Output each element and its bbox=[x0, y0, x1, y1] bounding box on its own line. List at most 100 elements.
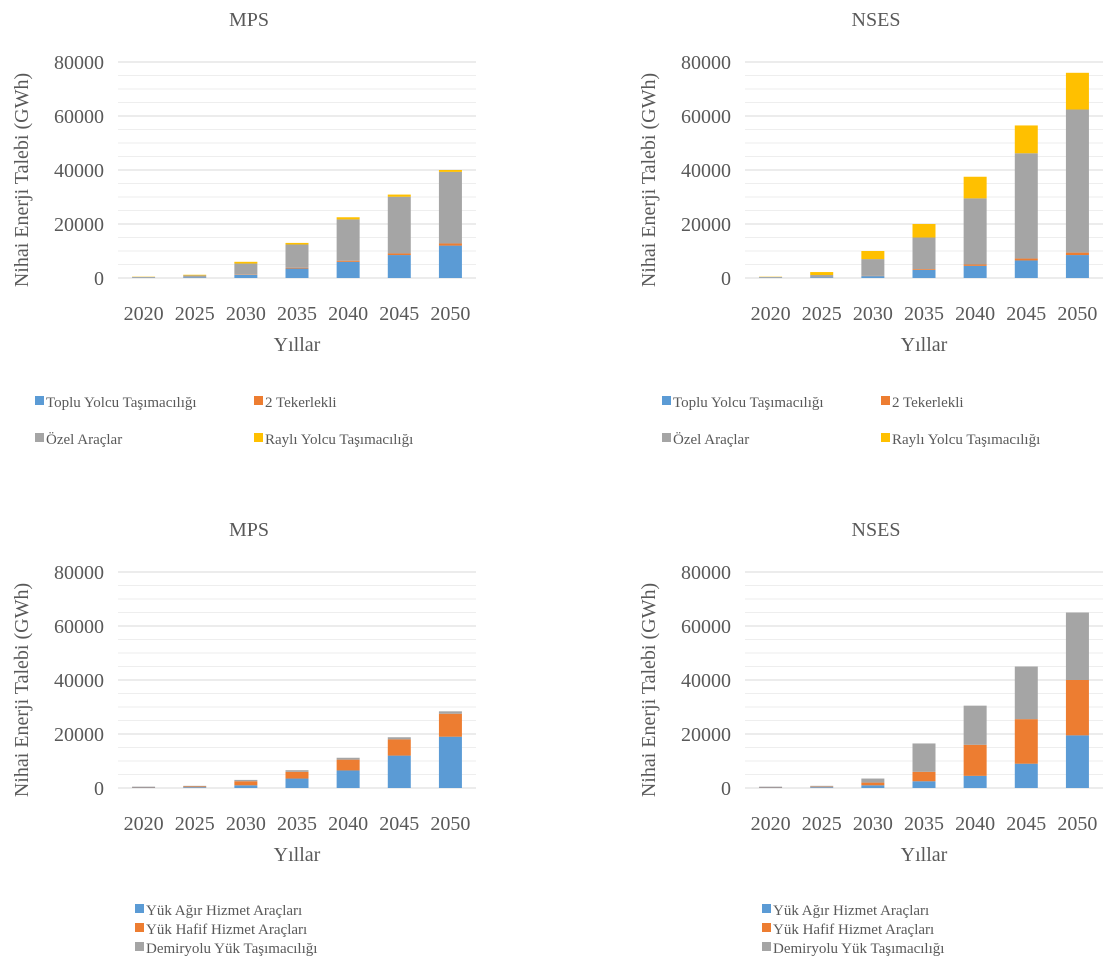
y-tick-label: 40000 bbox=[681, 160, 731, 182]
legend-label: Toplu Yolcu Taşımacılığı bbox=[673, 395, 824, 411]
bar-segment-4 bbox=[438, 170, 462, 172]
bar-segment-3 bbox=[387, 737, 411, 740]
legend-label: Raylı Yolcu Taşımacılığı bbox=[265, 432, 413, 448]
x-tick-label: 2035 bbox=[904, 813, 944, 835]
x-tick-label: 2045 bbox=[1006, 303, 1046, 325]
y-tick-label: 40000 bbox=[54, 670, 104, 692]
bar-segment-2 bbox=[285, 771, 309, 779]
x-tick-label: 2035 bbox=[277, 813, 317, 835]
y-tick-label: 20000 bbox=[681, 724, 731, 746]
bar-segment-4 bbox=[285, 242, 309, 245]
bar-segment-1 bbox=[234, 785, 258, 788]
bar-segment-4 bbox=[1065, 72, 1089, 110]
y-tick-label: 60000 bbox=[54, 106, 104, 128]
bar-segment-3 bbox=[438, 171, 462, 244]
bar-segment-1 bbox=[438, 736, 462, 788]
bar-segment-1 bbox=[183, 787, 207, 788]
bar-segment-1 bbox=[336, 261, 360, 278]
y-tick-label: 0 bbox=[721, 778, 731, 800]
legend-label: Özel Araçlar bbox=[673, 431, 749, 448]
bar-segment-3 bbox=[1065, 109, 1089, 253]
bar-segment-3 bbox=[912, 237, 936, 270]
bar-segment-3 bbox=[861, 778, 885, 783]
bar-segment-2 bbox=[1014, 719, 1038, 764]
chart-panel-3: MPS 0 20000 40000 60000 80000 Nihai Enerji Tal… bbox=[11, 519, 476, 957]
legend-swatch bbox=[135, 923, 144, 932]
x-tick-label: 2040 bbox=[328, 813, 368, 835]
bar-segment-3 bbox=[963, 705, 987, 745]
bar-segment-4 bbox=[861, 251, 885, 260]
y-tick-label: 60000 bbox=[681, 106, 731, 128]
y-tick-label: 20000 bbox=[681, 214, 731, 236]
x-tick-label: 2030 bbox=[226, 813, 266, 835]
y-tick-label: 0 bbox=[94, 268, 104, 290]
legend: Toplu Yolcu Taşımacılığı 2 Tekerlekli Özel… bbox=[35, 395, 413, 448]
x-tick-label: 2050 bbox=[1057, 303, 1097, 325]
legend-label: Yük Ağır Hizmet Araçları bbox=[146, 903, 302, 919]
x-tick-label: 2020 bbox=[751, 813, 791, 835]
bar-segment-1 bbox=[285, 268, 309, 278]
x-tick-label: 2050 bbox=[430, 303, 470, 325]
legend-swatch bbox=[762, 923, 771, 932]
bar-segment-2 bbox=[285, 267, 309, 269]
legend-label: Yük Hafif Hizmet Araçları bbox=[773, 922, 934, 938]
chart-panel-4: NSES 0 20000 40000 60000 80000 Nihai Enerji Ta… bbox=[638, 519, 1103, 957]
x-tick-label: 2045 bbox=[379, 303, 419, 325]
legend-swatch bbox=[881, 433, 890, 442]
bar-segment-1 bbox=[810, 787, 834, 788]
y-axis-label: Nihai Enerji Talebi (GWh) bbox=[11, 73, 33, 287]
bar-segment-2 bbox=[1065, 680, 1089, 736]
bar-segment-3 bbox=[183, 785, 207, 787]
bar-segment-3 bbox=[183, 275, 207, 278]
bar-segment-1 bbox=[963, 775, 987, 788]
bar-segment-4 bbox=[336, 217, 360, 220]
bar-segment-2 bbox=[1065, 252, 1089, 256]
x-tick-label: 2050 bbox=[430, 813, 470, 835]
legend-label: Toplu Yolcu Taşımacılığı bbox=[46, 395, 197, 411]
bar-segment-2 bbox=[912, 269, 936, 270]
chart-title: MPS bbox=[229, 9, 269, 31]
bar-segment-3 bbox=[285, 244, 309, 268]
legend-label: Yük Hafif Hizmet Araçları bbox=[146, 922, 307, 938]
y-tick-label: 0 bbox=[94, 778, 104, 800]
bar-segment-1 bbox=[861, 785, 885, 788]
bar-segment-1 bbox=[183, 277, 207, 278]
legend-label: Özel Araçlar bbox=[46, 431, 122, 448]
bar-segment-2 bbox=[861, 782, 885, 786]
y-tick-label: 80000 bbox=[54, 562, 104, 584]
bar-segment-3 bbox=[438, 711, 462, 714]
bar-segment-3 bbox=[912, 743, 936, 772]
bar-segment-2 bbox=[963, 264, 987, 266]
x-axis-label: Yıllar bbox=[274, 334, 321, 356]
bar-segment-3 bbox=[234, 779, 258, 782]
x-axis-label: Yıllar bbox=[274, 844, 321, 866]
x-tick-label: 2050 bbox=[1057, 813, 1097, 835]
chart-title: MPS bbox=[229, 519, 269, 541]
bar-segment-1 bbox=[132, 787, 156, 788]
bar-segment-2 bbox=[387, 253, 411, 256]
bar-segment-2 bbox=[1014, 258, 1038, 261]
bar-segment-1 bbox=[336, 770, 360, 788]
chart-panel-1: MPS 0 20000 40000 60000 80000 Nihai Enerji Tal… bbox=[11, 9, 476, 448]
bar-segment-1 bbox=[1014, 260, 1038, 278]
bar-segment-2 bbox=[234, 781, 258, 786]
bar-segment-1 bbox=[1065, 255, 1089, 278]
x-tick-label: 2030 bbox=[226, 303, 266, 325]
x-axis-label: Yıllar bbox=[901, 334, 948, 356]
x-tick-label: 2025 bbox=[175, 813, 215, 835]
legend-swatch bbox=[35, 433, 44, 442]
bar-segment-3 bbox=[336, 757, 360, 760]
bar-segment-1 bbox=[861, 276, 885, 278]
legend-swatch bbox=[254, 433, 263, 442]
bar-segment-1 bbox=[963, 265, 987, 278]
chart-panel-2: NSES 0 20000 40000 60000 80000 Nihai Enerji Ta… bbox=[638, 9, 1103, 448]
bar-segment-1 bbox=[810, 277, 834, 278]
bar-segment-4 bbox=[234, 261, 258, 264]
legend-label: Demiryolu Yük Taşımacılığı bbox=[146, 941, 317, 957]
x-tick-label: 2045 bbox=[379, 813, 419, 835]
x-tick-label: 2020 bbox=[124, 303, 164, 325]
x-tick-label: 2040 bbox=[328, 303, 368, 325]
y-tick-label: 40000 bbox=[54, 160, 104, 182]
x-tick-label: 2030 bbox=[853, 813, 893, 835]
